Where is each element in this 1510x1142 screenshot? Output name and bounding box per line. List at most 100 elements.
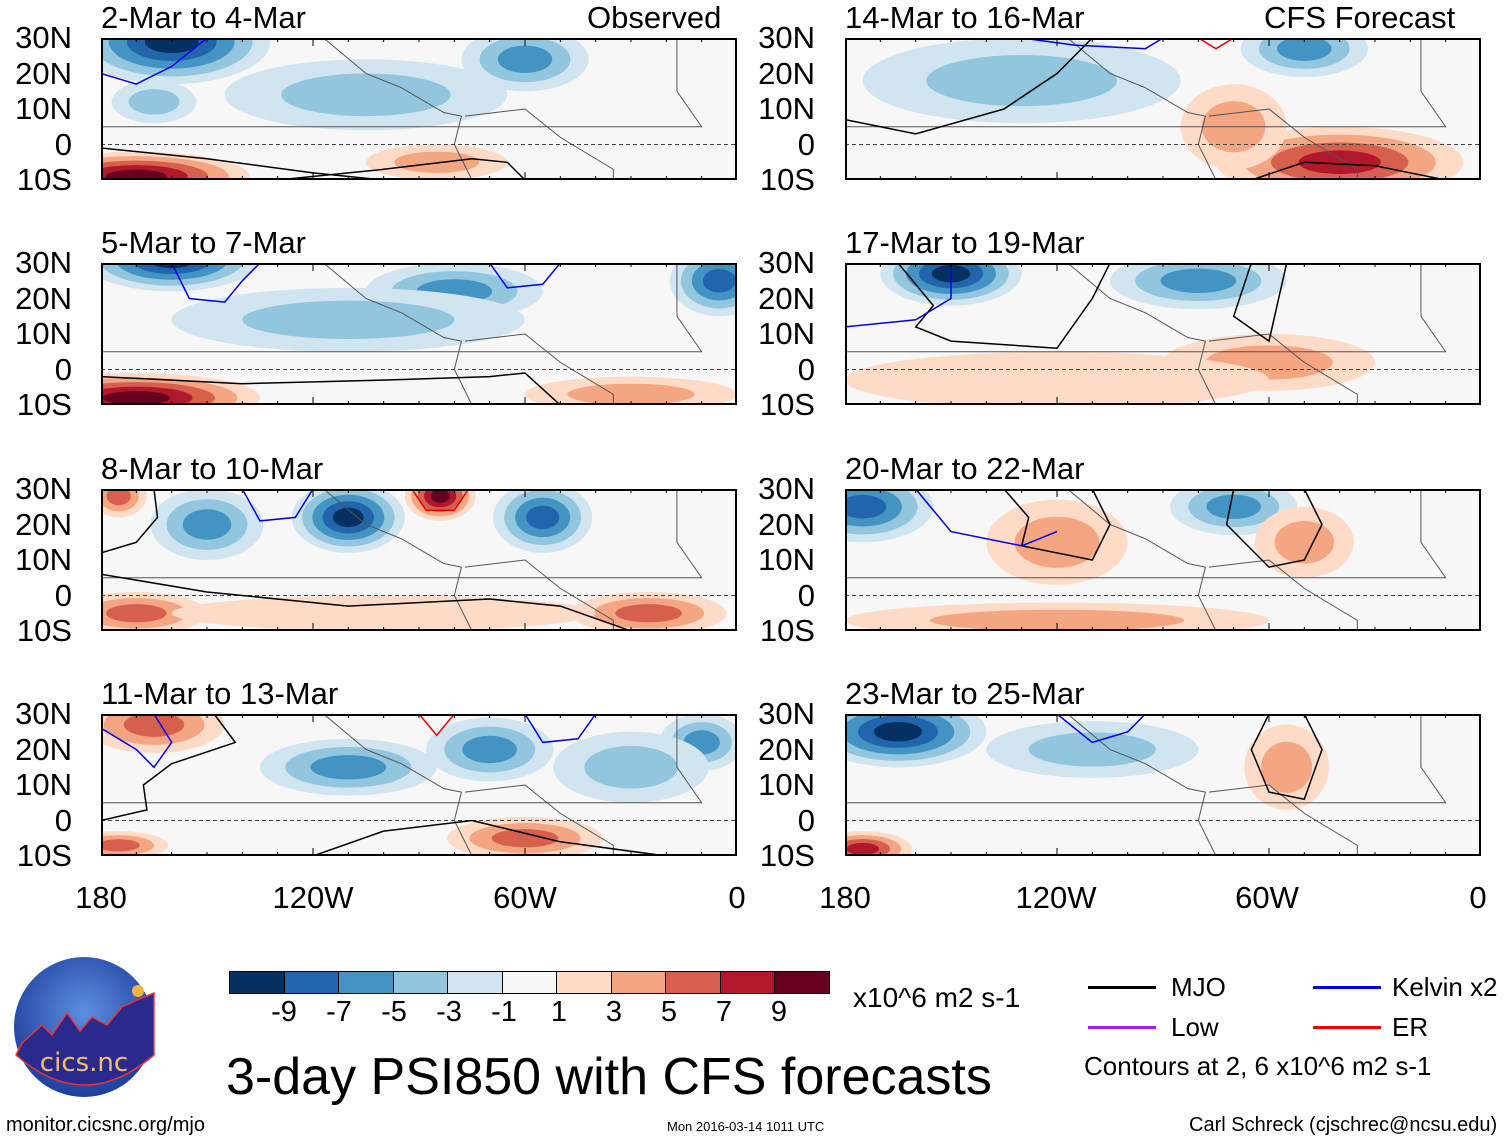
panel-title: 5-Mar to 7-Mar [101,225,306,260]
anomaly-contour-fill [106,604,167,623]
y-tick-label: 0 [54,351,72,387]
y-tick-label: 10S [16,387,72,422]
kelvin-contour [101,38,208,85]
anomaly-contour-fill [1277,38,1332,61]
panel-title: 11-Mar to 13-Mar [101,676,339,711]
y-tick-label: 30N [15,471,72,506]
anomaly-contour-fill [497,45,553,73]
colorbar-swatch [230,972,285,993]
anomaly-contour-fill [128,89,180,115]
y-tick-label: 10S [759,162,815,197]
y-tick-label: 10N [15,767,72,802]
y-tick-label: 0 [797,126,815,162]
y-tick-label: 10S [16,613,72,648]
contour-note: Contours at 2, 6 x10^6 m2 s-1 [1084,1051,1432,1081]
anomaly-contour-fill [123,714,185,737]
er-contour [418,714,455,737]
y-tick-label: 20N [758,280,815,316]
anomaly-contour-fill [182,509,232,540]
anomaly-contour-fill [702,268,736,293]
y-tick-label: 10S [759,613,815,648]
footer-url[interactable]: monitor.cicsnc.org/mjo [6,1114,205,1136]
y-tick-label: 20N [758,731,815,767]
x-tick-right: 180 [819,880,871,915]
map-panel [845,489,1481,631]
y-tick-label: 10S [16,838,72,873]
x-tick-left: 0 [728,880,746,915]
colorbar-tick-label: 1 [550,996,568,1028]
kelvin-contour [489,263,561,289]
anomaly-contour-fill [106,489,131,506]
anomaly-contour-fill [926,55,1118,107]
legend-line-er [1313,1026,1381,1029]
anomaly-contour-fill [584,745,678,789]
y-tick-label: 30N [15,20,72,55]
y-tick-label: 10S [16,162,72,197]
mjo-contour [1232,263,1288,343]
colorbar-swatch [339,972,394,993]
y-tick-label: 0 [797,577,815,613]
legend-line-low [1088,1026,1156,1029]
anomaly-contour-fill [462,735,517,764]
anomaly-contour-fill [846,842,880,855]
x-tick-right: 120W [1015,880,1097,915]
anomaly-contour-fill [1274,520,1335,564]
anomaly-contour-fill [1160,268,1237,293]
kelvin-contour [171,263,261,303]
x-tick-left: 120W [272,880,354,915]
legend-line-mjo [1088,986,1156,989]
mjo-contour [101,489,159,554]
y-tick-label: 20N [758,55,815,91]
y-tick-label: 20N [15,55,72,91]
anomaly-contour-fill [105,169,168,180]
anomaly-contour-fill [845,494,887,519]
y-tick-label: 10N [758,767,815,802]
cics-logo: cics.nc [12,955,157,1100]
kelvin-contour [1021,38,1164,50]
logo-text: cics.nc [40,1048,128,1078]
anomaly-contour-fill [242,300,455,339]
anomaly-contour-fill [873,722,923,742]
x-tick-left: 180 [75,880,127,915]
colorbar-tick-label: -1 [491,996,517,1028]
y-tick-label: 10N [15,91,72,126]
y-tick-label: 0 [54,126,72,162]
mjo-contour [1003,489,1111,561]
mjo-contour [312,819,667,856]
anomaly-contour-fill [102,391,171,405]
anomaly-contour-fill [310,755,387,780]
anomaly-contour-fill [1014,516,1100,568]
y-tick-label: 30N [758,245,815,280]
kelvin-contour [101,714,173,769]
coastline [845,38,1447,180]
map-panel [845,714,1481,856]
panel-title: 8-Mar to 10-Mar [101,451,324,486]
colorbar-swatch [666,972,721,993]
y-tick-label: 10N [758,91,815,126]
colorbar-swatch [611,972,666,993]
coastline [101,38,703,180]
legend-label-kelvin: Kelvin x2 [1392,972,1498,1002]
map-panel [845,263,1481,405]
mjo-contour [1250,714,1323,801]
y-tick-label: 0 [54,802,72,838]
kelvin-contour [1056,714,1146,744]
legend-line-kelvin [1313,986,1381,989]
anomaly-contour-fill [101,839,140,852]
y-tick-label: 30N [758,471,815,506]
y-tick-label: 30N [758,696,815,731]
y-tick-label: 10N [758,542,815,577]
y-tick-label: 30N [15,245,72,280]
coastline [845,263,1447,405]
kelvin-contour [915,489,1058,547]
panel-title: 2-Mar to 4-Mar [101,0,306,35]
anomaly-contour-fill [1261,741,1313,793]
y-tick-label: 20N [15,280,72,316]
footer-timestamp: Mon 2016-03-14 1011 UTC [667,1119,825,1134]
legend-label-mjo: MJO [1171,972,1226,1002]
colorbar-swatch [393,972,448,993]
panel-title: 23-Mar to 25-Mar [845,676,1085,711]
mjo-contour [101,372,561,405]
er-contour [411,489,470,512]
colorbar-tick-label: 7 [715,996,733,1028]
